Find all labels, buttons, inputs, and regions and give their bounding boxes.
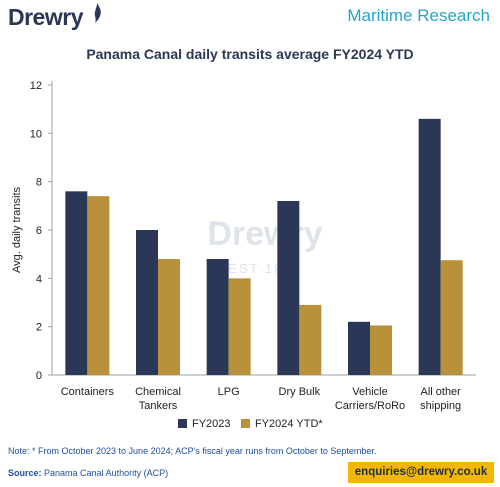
chart-title: Panama Canal daily transits average FY20… — [86, 46, 414, 62]
x-tick-label: Tankers — [139, 400, 178, 412]
y-tick-label: 8 — [36, 177, 42, 189]
legend-label: FY2023 — [192, 418, 231, 430]
y-tick-label: 12 — [30, 80, 42, 92]
x-tick-label: LPG — [218, 386, 240, 398]
bar-fy2024-ytd — [370, 325, 392, 375]
legend-swatch — [241, 419, 250, 428]
y-tick-label: 6 — [36, 225, 42, 237]
bar-fy2023 — [277, 201, 300, 375]
bar-fy2024-ytd — [440, 260, 463, 375]
header: Drewry Maritime Research — [0, 0, 500, 38]
x-tick-label: Dry Bulk — [279, 386, 321, 398]
y-tick-label: 4 — [36, 273, 42, 285]
x-tick-label: All other — [420, 386, 461, 398]
enquiries-email-link[interactable]: enquiries@drewry.co.uk — [348, 462, 494, 483]
source-label: Source: — [8, 468, 42, 478]
bar-fy2023 — [206, 259, 229, 375]
flame-icon — [94, 3, 101, 23]
footnote: Note: * From October 2023 to June 2024; … — [8, 446, 377, 456]
bar-fy2024-ytd — [228, 278, 251, 375]
y-tick-label: 10 — [30, 128, 42, 140]
bar-fy2024-ytd — [87, 196, 110, 375]
x-tick-label: Vehicle — [352, 386, 387, 398]
legend-label: FY2024 YTD* — [255, 418, 323, 430]
maritime-research-label: Maritime Research — [347, 6, 490, 25]
drewry-logo: Drewry — [8, 4, 83, 30]
x-tick-label: Carriers/RoRo — [335, 400, 405, 412]
y-tick-label: 0 — [36, 370, 42, 382]
bar-fy2023 — [348, 321, 370, 375]
y-tick-label: 2 — [36, 322, 42, 334]
y-axis-label: Avg. daily transits — [11, 187, 23, 274]
source-line: Source: Panama Canal Authority (ACP) — [8, 468, 168, 478]
x-tick-label: Containers — [61, 386, 115, 398]
watermark-text: Drewry — [207, 215, 322, 253]
bar-fy2024-ytd — [299, 304, 322, 375]
bar-fy2023 — [136, 230, 158, 375]
bar-fy2023 — [418, 118, 441, 376]
legend-swatch — [178, 419, 187, 428]
source-text: Panama Canal Authority (ACP) — [41, 468, 169, 478]
x-tick-label: Chemical — [135, 386, 181, 398]
bar-fy2024-ytd — [158, 259, 180, 375]
x-tick-label: shipping — [420, 400, 461, 412]
bar-fy2023 — [65, 191, 88, 375]
